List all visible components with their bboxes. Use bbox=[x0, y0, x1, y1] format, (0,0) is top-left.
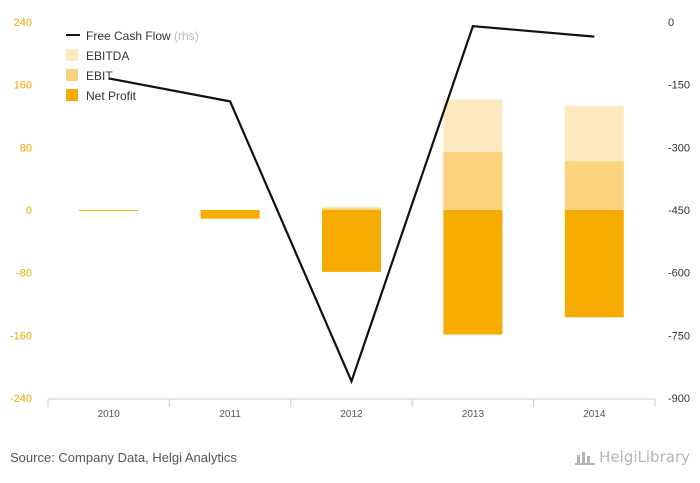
right-tick-label: -750 bbox=[668, 330, 690, 342]
right-tick-label: -450 bbox=[668, 205, 690, 217]
legend-label: Free Cash Flow (rhs) bbox=[86, 29, 199, 43]
left-tick-label: 80 bbox=[20, 142, 32, 154]
brand-logo: HelgiLibrary bbox=[575, 448, 690, 466]
left-tick-label: -80 bbox=[16, 268, 32, 280]
left-tick-label: -160 bbox=[10, 330, 32, 342]
bars-group bbox=[79, 99, 624, 335]
left-tick-label: 0 bbox=[26, 205, 32, 217]
x-tick-label: 2010 bbox=[98, 409, 121, 420]
right-tick-label: -300 bbox=[668, 142, 690, 154]
legend-suffix: (rhs) bbox=[171, 29, 199, 43]
x-axis-ticks: 2010 2011 2012 2013 2014 bbox=[98, 409, 606, 420]
x-tick-label: 2011 bbox=[219, 409, 241, 420]
right-tick-label: -150 bbox=[668, 80, 690, 92]
legend-label: EBITDA bbox=[86, 49, 129, 63]
bar-ebit bbox=[564, 161, 624, 210]
bar-net-profit bbox=[322, 210, 381, 272]
legend: Free Cash Flow (rhs) EBITDA EBIT Net Profit bbox=[66, 29, 199, 103]
legend-swatch bbox=[66, 49, 78, 61]
legend-label: Net Profit bbox=[86, 89, 137, 103]
bar-ebit bbox=[443, 152, 503, 210]
legend-label: EBIT bbox=[86, 69, 113, 83]
bar-net-profit bbox=[79, 210, 139, 211]
right-tick-label: -900 bbox=[668, 393, 690, 405]
left-tick-label: 160 bbox=[14, 80, 32, 92]
library-icon bbox=[575, 449, 596, 465]
x-tick-label: 2013 bbox=[462, 409, 485, 420]
left-tick-label: -240 bbox=[10, 393, 32, 405]
left-tick-label: 240 bbox=[14, 17, 32, 29]
line-group bbox=[108, 25, 595, 385]
chart: 240 160 80 0 -80 -160 -240 0 -150 -300 -450 -600 -7… bbox=[10, 17, 690, 420]
line-free-cash-flow bbox=[108, 25, 595, 385]
bar-net-profit bbox=[200, 210, 260, 219]
brand-name: HelgiLibrary bbox=[599, 448, 690, 466]
x-axis bbox=[47, 398, 656, 407]
bar-net-profit bbox=[564, 210, 624, 318]
bar-net-profit bbox=[443, 210, 503, 335]
right-tick-label: 0 bbox=[668, 17, 674, 29]
right-tick-label: -600 bbox=[668, 268, 690, 280]
x-tick-label: 2014 bbox=[583, 409, 606, 420]
x-tick-label: 2012 bbox=[340, 409, 363, 420]
legend-swatch bbox=[66, 89, 78, 101]
legend-swatch bbox=[66, 69, 78, 81]
left-axis-ticks: 240 160 80 0 -80 -160 -240 bbox=[10, 17, 32, 405]
source-note: Source: Company Data, Helgi Analytics bbox=[10, 450, 237, 465]
right-axis-ticks: 0 -150 -300 -450 -600 -750 -900 bbox=[668, 17, 690, 405]
bar-ebit bbox=[322, 208, 381, 210]
